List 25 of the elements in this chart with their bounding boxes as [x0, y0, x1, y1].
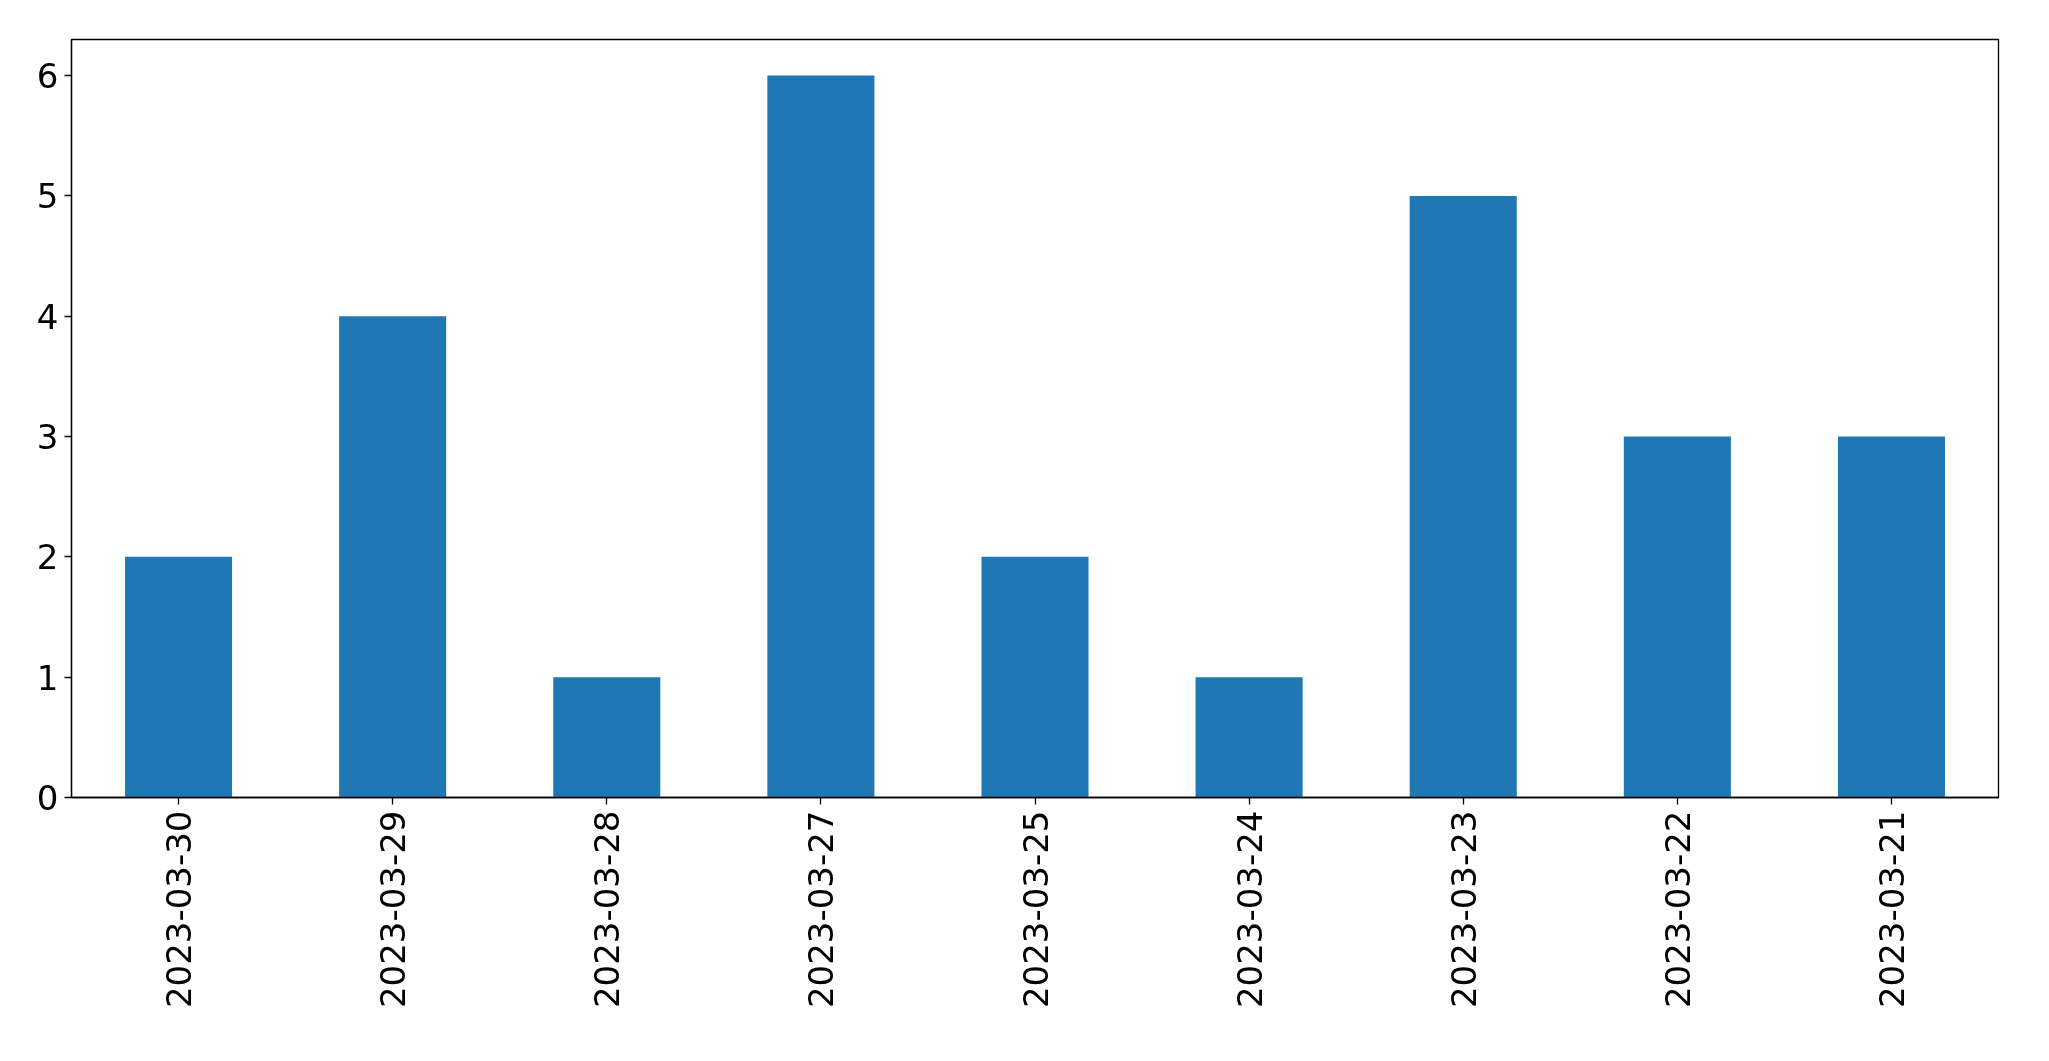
y-tick-label: 4: [36, 296, 59, 337]
x-tick-label: 2023-03-27: [801, 810, 842, 1009]
bar: [1409, 195, 1517, 798]
y-tick-label: 0: [36, 778, 59, 818]
y-tick-label: 3: [36, 417, 59, 458]
bar: [1837, 436, 1945, 798]
x-tick-label: 2023-03-25: [1015, 810, 1056, 1009]
bar: [981, 556, 1089, 798]
bar: [553, 677, 661, 798]
x-tick-label: 2023-03-24: [1229, 810, 1270, 1009]
bar: [125, 556, 233, 798]
y-tick-label: 6: [36, 56, 59, 97]
x-tick-label: 2023-03-23: [1443, 810, 1484, 1009]
bar: [1623, 436, 1731, 798]
y-tick-label: 5: [36, 176, 59, 217]
x-tick-label: 2023-03-30: [159, 810, 200, 1009]
y-tick-label: 2: [36, 537, 59, 578]
y-tick-label: 1: [36, 657, 59, 698]
x-tick-label: 2023-03-29: [373, 810, 414, 1009]
x-tick-label: 2023-03-28: [587, 810, 628, 1009]
bar: [767, 75, 875, 798]
x-tick-label: 2023-03-22: [1657, 810, 1698, 1009]
x-tick-label: 2023-03-21: [1871, 810, 1912, 1009]
bar: [339, 316, 447, 798]
bar: [1195, 677, 1303, 798]
